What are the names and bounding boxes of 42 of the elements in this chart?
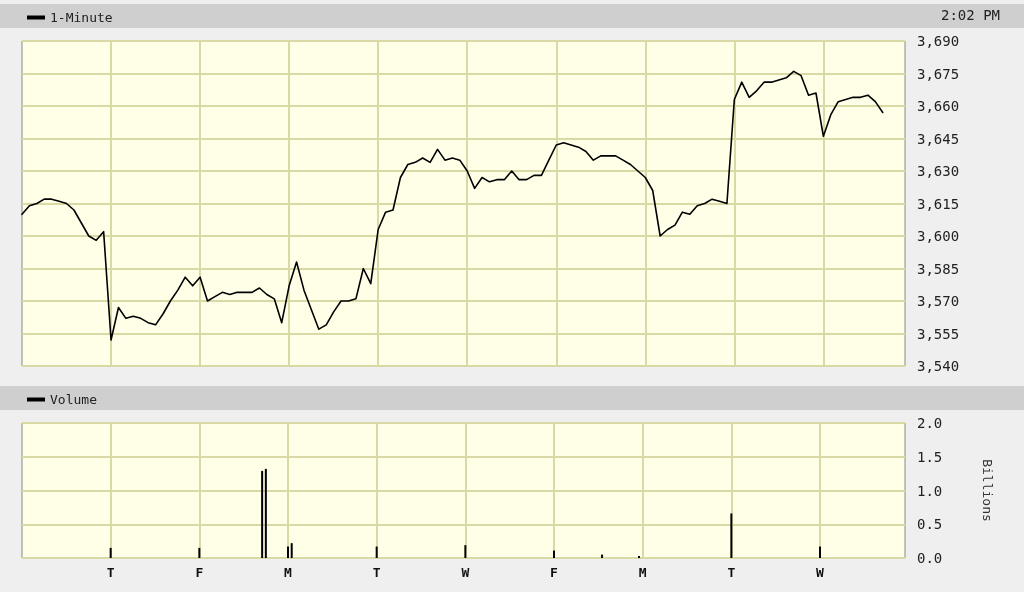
legend-label: Volume — [50, 392, 98, 407]
bar — [637, 555, 640, 558]
y-tick-label: 0.0 — [917, 550, 943, 566]
bar — [730, 513, 733, 558]
bar — [109, 547, 112, 558]
x-tick-label: T — [106, 565, 115, 580]
y-tick-label: 3,555 — [917, 325, 960, 342]
line-series — [21, 70, 884, 341]
x-tick-label: F — [195, 565, 204, 580]
x-tick-label: W — [461, 565, 470, 580]
y-tick-label: 3,585 — [917, 260, 960, 277]
x-tick-label: W — [816, 565, 825, 580]
y-tick-label: 3,540 — [917, 358, 960, 374]
y-tick-label: 1.5 — [917, 448, 943, 465]
y2-axis-title: Billions — [980, 459, 995, 522]
legend-label: 1-Minute — [50, 10, 113, 25]
y-tick-label: 0.5 — [917, 516, 943, 533]
bar — [553, 550, 556, 558]
bar — [819, 546, 822, 558]
x-tick-label: F — [550, 565, 559, 580]
x-tick-label: T — [372, 565, 381, 580]
bar — [198, 547, 201, 558]
text: 2:02 PM — [941, 7, 1001, 23]
y-tick-label: 1.0 — [917, 482, 943, 499]
y-tick-label: 3,660 — [917, 98, 960, 114]
bar — [290, 543, 293, 558]
bar — [264, 468, 267, 558]
y-tick-label: 3,615 — [917, 195, 960, 212]
bar — [261, 470, 264, 558]
bar — [464, 545, 467, 558]
bar — [287, 546, 290, 558]
x-tick-label: M — [284, 565, 293, 580]
y-tick-label: 3,645 — [917, 130, 960, 147]
x-tick-label: T — [727, 565, 736, 580]
y-tick-label: 2.0 — [917, 415, 943, 431]
y-tick-label: 3,570 — [917, 293, 960, 309]
y-tick-label: 3,690 — [917, 33, 960, 49]
y-tick-label: 3,600 — [917, 228, 960, 244]
y-tick-label: 3,675 — [917, 65, 960, 82]
bar — [375, 546, 378, 558]
x-tick-label: M — [638, 565, 647, 580]
y-tick-label: 3,630 — [917, 163, 960, 179]
